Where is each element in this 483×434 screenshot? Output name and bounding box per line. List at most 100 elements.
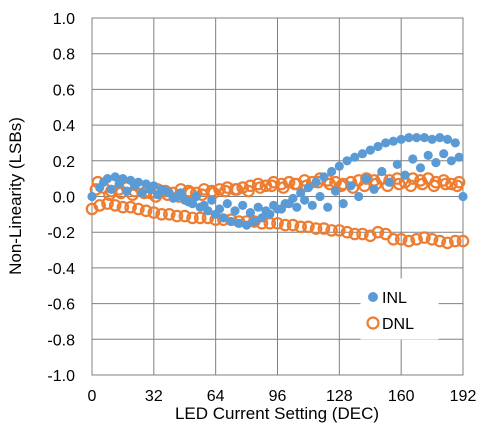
inl-point xyxy=(176,188,186,198)
inl-point xyxy=(110,172,120,182)
inl-point xyxy=(207,195,217,205)
inl-point xyxy=(168,193,178,203)
y-tick-label: 1.0 xyxy=(53,11,75,28)
dnl-point xyxy=(416,177,429,191)
dnl-point xyxy=(271,217,284,230)
x-axis-ticks: 0 32 64 96 128 160 192 xyxy=(88,388,477,405)
inl-point xyxy=(300,195,310,205)
inl-point xyxy=(191,191,201,202)
dnl-point xyxy=(317,222,331,235)
inl-point xyxy=(454,152,464,162)
dnl-point xyxy=(456,234,470,248)
dnl-point xyxy=(410,233,423,246)
inl-point xyxy=(253,202,263,212)
dnl-point xyxy=(302,220,315,234)
y-tick-label: 0.8 xyxy=(53,47,75,64)
y-axis-ticks: 1.0 0.8 0.6 0.4 0.2 0.0 -0.2 -0.4 -0.6 -0.8 -1.0 xyxy=(47,11,75,385)
inl-point xyxy=(99,177,109,187)
dnl-point xyxy=(418,231,431,244)
dnl-point xyxy=(427,179,441,193)
dnl-point xyxy=(387,233,400,246)
dnl-point xyxy=(139,204,153,218)
y-tick-label: -0.2 xyxy=(47,225,75,242)
dnl-point xyxy=(425,233,439,246)
inl-point xyxy=(261,206,271,216)
inl-point xyxy=(354,191,364,202)
x-tick-label: 96 xyxy=(269,388,287,405)
x-tick-label: 192 xyxy=(450,388,477,405)
inl-point xyxy=(431,158,441,168)
inl-point xyxy=(87,191,97,202)
dnl-point xyxy=(450,179,464,193)
inl-point xyxy=(145,184,155,194)
inl-point xyxy=(222,199,232,209)
inl-point xyxy=(334,161,344,171)
inl-point xyxy=(122,186,132,196)
legend-inl-label: INL xyxy=(382,290,407,307)
inl-point xyxy=(129,181,140,191)
dnl-point xyxy=(108,199,122,212)
y-tick-label: 0.4 xyxy=(53,118,75,135)
inl-point xyxy=(415,163,426,173)
y-tick-label: -0.8 xyxy=(47,332,75,349)
inl-point xyxy=(357,149,368,159)
inl-point xyxy=(234,218,244,228)
dnl-point xyxy=(193,211,207,225)
inl-point xyxy=(137,188,147,198)
dnl-point xyxy=(286,218,300,232)
y-axis-title: Non-Linearity (LSBs) xyxy=(6,117,25,275)
dnl-point xyxy=(265,179,278,193)
dnl-point xyxy=(132,202,145,216)
inl-point xyxy=(238,200,248,210)
inl-point xyxy=(245,208,255,218)
inl-point xyxy=(257,213,267,223)
inl-point xyxy=(311,177,321,187)
dnl-point xyxy=(439,177,452,191)
inl-point xyxy=(315,191,325,202)
dnl-point xyxy=(186,211,199,225)
inl-point xyxy=(218,213,228,223)
dnl-point xyxy=(448,234,462,248)
inl-point xyxy=(284,199,294,209)
inl-point xyxy=(319,172,329,182)
inl-point xyxy=(346,181,356,191)
inl-point xyxy=(388,136,398,146)
dnl-point xyxy=(323,177,336,191)
inl-point xyxy=(114,179,124,189)
dnl-point xyxy=(124,200,137,214)
inl-point xyxy=(381,138,391,148)
inl-point xyxy=(439,149,449,159)
y-tick-label: 0.0 xyxy=(53,190,75,207)
y-tick-label: -1.0 xyxy=(47,368,75,385)
inl-point xyxy=(365,145,375,155)
dnl-point xyxy=(147,206,161,219)
inl-point xyxy=(269,200,279,210)
dnl-point xyxy=(332,224,346,237)
dnl-point xyxy=(402,234,416,248)
inl-point xyxy=(307,200,317,210)
inl-point xyxy=(323,202,333,212)
inl-point xyxy=(226,216,236,227)
dnl-point xyxy=(325,224,338,237)
inl-point xyxy=(296,188,306,198)
inl-point xyxy=(435,133,445,143)
dnl-point xyxy=(340,225,354,239)
inl-point xyxy=(350,152,360,162)
inl-point xyxy=(292,202,302,212)
inl-point xyxy=(160,186,170,196)
dnl-point xyxy=(360,172,373,185)
inl-point xyxy=(230,206,240,216)
inl-point xyxy=(303,183,313,193)
x-tick-label: 160 xyxy=(388,388,415,405)
dnl-point xyxy=(394,233,408,246)
inl-point xyxy=(338,199,348,209)
dnl-point xyxy=(93,199,106,212)
dnl-point xyxy=(309,222,323,235)
dnl-point xyxy=(356,227,369,241)
inl-point xyxy=(184,197,194,207)
inl-point xyxy=(330,186,341,196)
inl-point xyxy=(106,184,116,194)
x-tick-label: 32 xyxy=(145,388,163,405)
inl-point xyxy=(458,191,468,202)
